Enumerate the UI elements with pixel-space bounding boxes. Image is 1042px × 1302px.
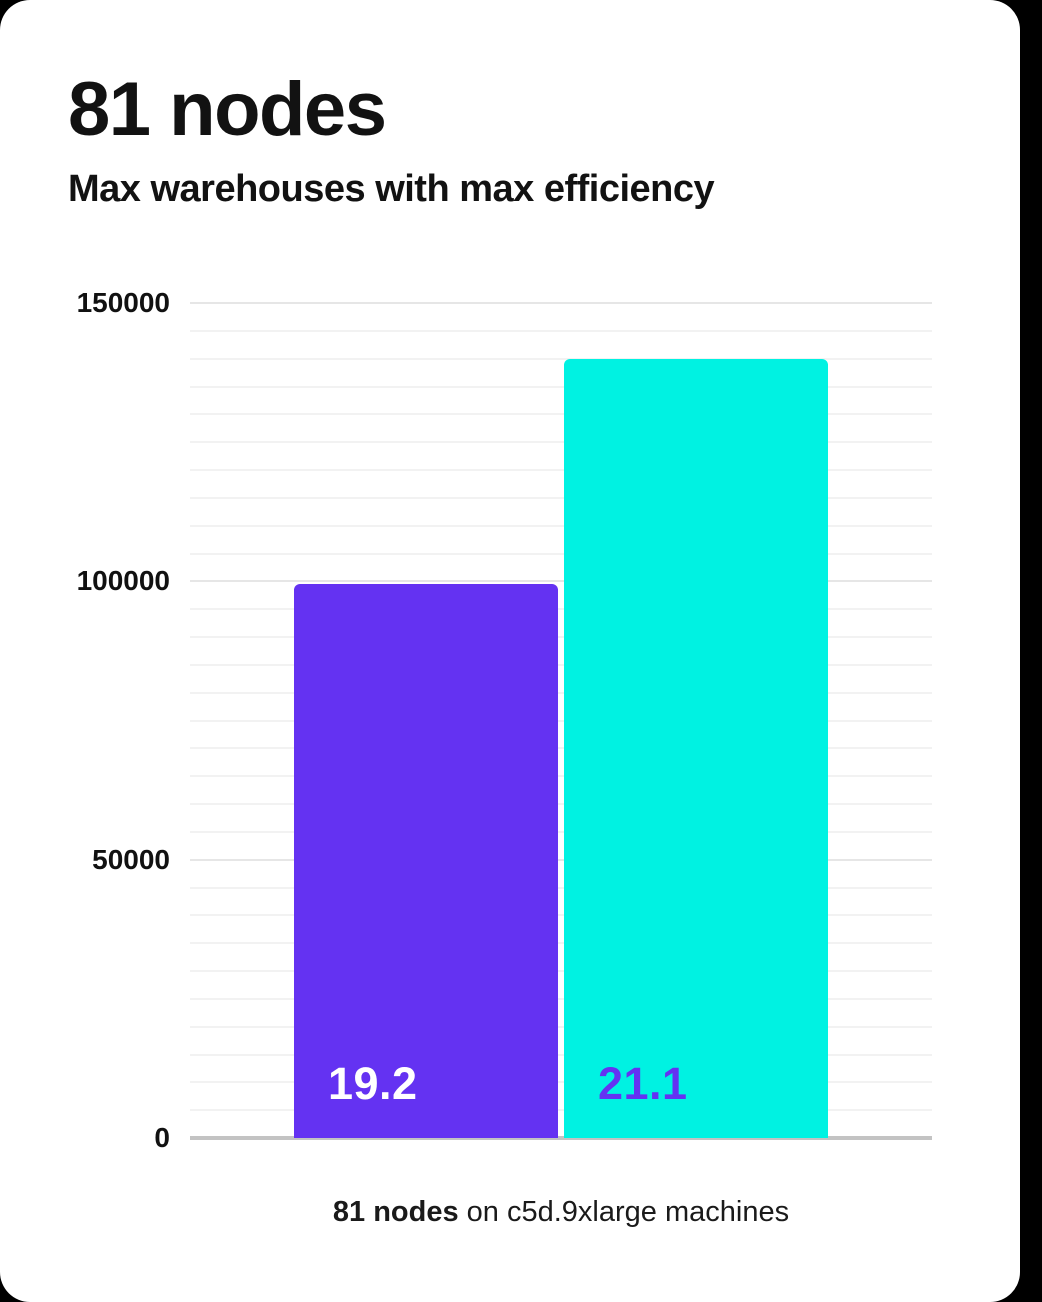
y-axis-tick-label: 50000: [92, 843, 170, 875]
minor-gridline: [190, 663, 932, 666]
minor-gridline: [190, 496, 932, 499]
minor-gridline: [190, 775, 932, 778]
y-axis-tick-label: 100000: [76, 565, 170, 597]
minor-gridline: [190, 385, 932, 388]
bar-19.2: 19.2: [294, 584, 558, 1138]
minor-gridline: [190, 1081, 932, 1084]
minor-gridline: [190, 747, 932, 750]
page-title: 81 nodes: [68, 67, 387, 152]
major-gridline: [190, 858, 932, 861]
minor-gridline: [190, 1053, 932, 1056]
bar-value-label: 19.2: [328, 1058, 418, 1109]
bar-chart-plot-area: 0 50000 100000 150000 19.2 21.1: [77, 289, 932, 1152]
minor-gridline: [190, 469, 932, 471]
bar-21.1: 21.1: [564, 358, 828, 1138]
minor-gridline: [190, 942, 932, 945]
minor-gridline: [190, 719, 932, 722]
minor-gridline: [190, 441, 932, 444]
y-axis-tick-label: 150000: [76, 287, 170, 318]
caption-regular-text: on c5d.9xlarge machines: [458, 1196, 790, 1228]
minor-gridline: [190, 1109, 932, 1112]
minor-gridline: [190, 357, 932, 360]
minor-gridline: [190, 329, 932, 332]
caption-bold-text: 81 nodes: [332, 1196, 459, 1228]
minor-gridline: [190, 552, 932, 555]
minor-gridline: [190, 691, 932, 694]
minor-gridline: [190, 636, 932, 638]
minor-gridline: [190, 997, 932, 1000]
minor-gridline: [190, 886, 932, 889]
minor-gridline: [190, 1025, 932, 1028]
y-axis-tick-label: 0: [154, 1122, 170, 1153]
minor-gridline: [190, 830, 932, 833]
x-axis-baseline: [190, 1136, 932, 1140]
minor-gridline: [190, 413, 932, 416]
minor-gridline: [190, 803, 932, 805]
chart-card: 81 nodes Max warehouses with max efficie…: [0, 0, 1020, 1302]
minor-gridline: [190, 914, 932, 917]
minor-gridline: [190, 524, 932, 527]
page-subtitle: Max warehouses with max efficiency: [68, 168, 715, 210]
major-gridline: [190, 302, 932, 304]
minor-gridline: [190, 970, 932, 972]
bar-value-label: 21.1: [598, 1058, 688, 1109]
major-gridline: [190, 580, 932, 583]
minor-gridline: [190, 608, 932, 611]
chart-caption: 81 nodes on c5d.9xlarge machines: [190, 1196, 932, 1229]
